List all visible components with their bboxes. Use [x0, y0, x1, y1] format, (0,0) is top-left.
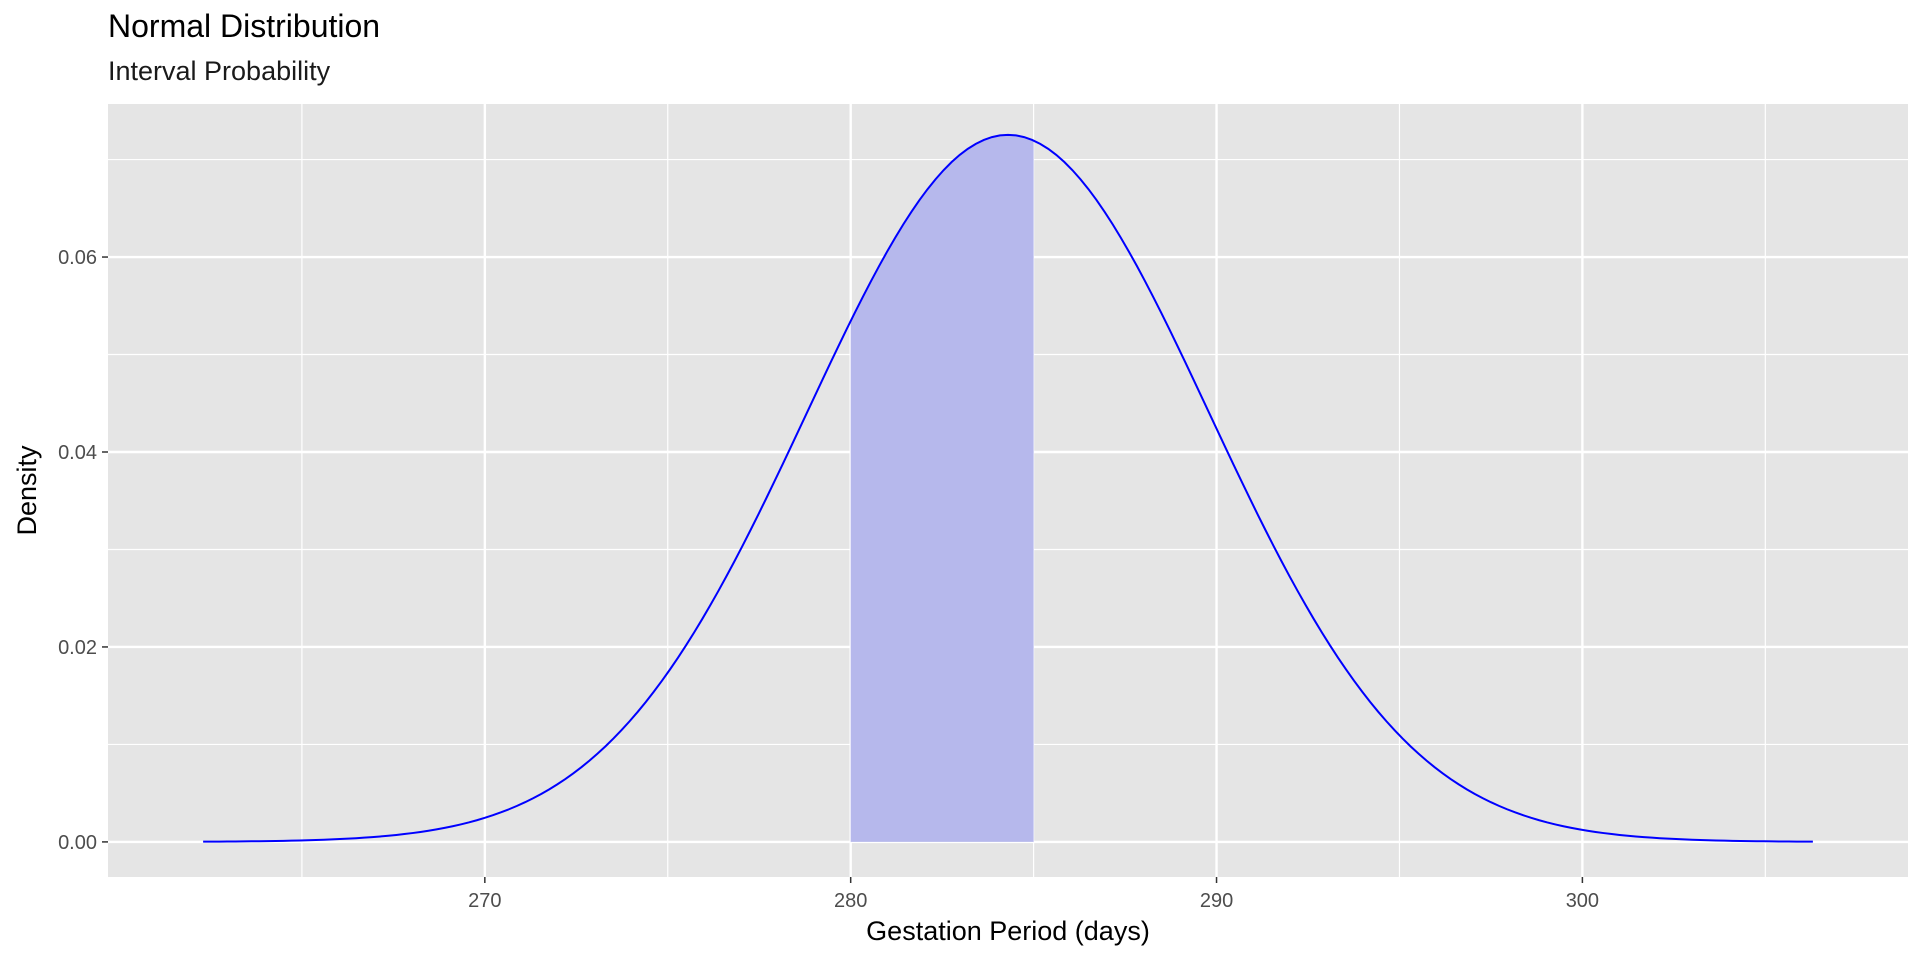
y-tick-label: 0.00 [58, 832, 97, 854]
y-tick-label: 0.04 [58, 442, 97, 464]
x-tick-label: 300 [1566, 890, 1599, 912]
chart-subtitle: Interval Probability [108, 56, 331, 86]
y-tick-label: 0.06 [58, 247, 97, 269]
x-tick-label: 290 [1200, 890, 1233, 912]
shaded-interval-area [850, 134, 1034, 842]
y-axis-ticks: 0.00 0.02 0.04 0.06 [58, 247, 108, 854]
density-curve [203, 133, 1813, 843]
x-tick-label: 280 [834, 890, 867, 912]
chart-title: Normal Distribution [108, 8, 381, 44]
x-tick-label: 270 [468, 890, 501, 912]
x-axis-ticks: 270 280 290 300 [468, 877, 1599, 912]
x-axis-title: Gestation Period (days) [866, 916, 1150, 946]
y-tick-label: 0.02 [58, 637, 97, 659]
y-axis-title: Density [12, 445, 42, 536]
